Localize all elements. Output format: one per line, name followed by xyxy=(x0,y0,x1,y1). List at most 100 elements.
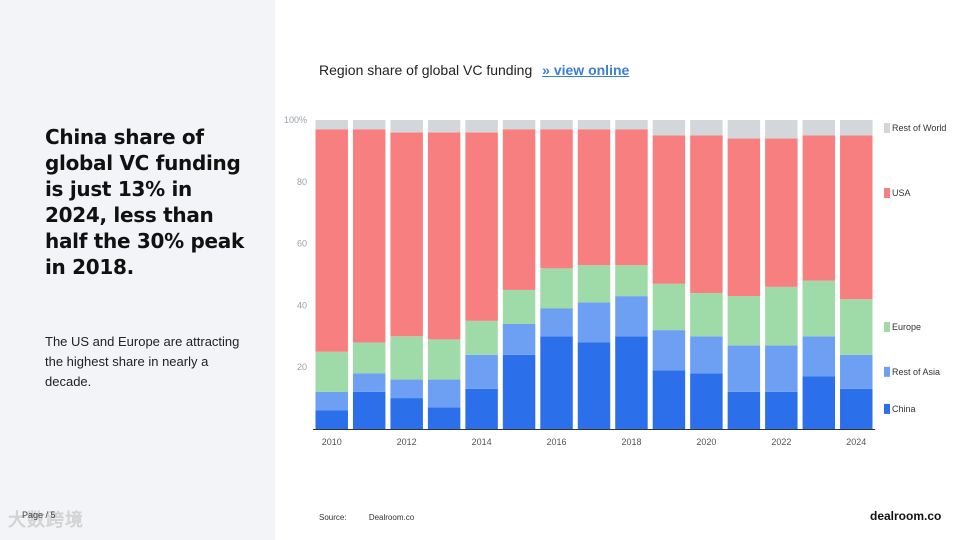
brand-logo: dealroom.co xyxy=(870,509,942,523)
source-line: Source: Dealroom.co xyxy=(319,513,414,522)
bar-segment-europe xyxy=(765,286,798,346)
bar-segment-rest-of-world xyxy=(727,120,761,139)
stacked-bar-chart: 20 40 60 80 100% 2010 2012 2014 2016 2018 2020 2022… xyxy=(284,115,946,447)
y-tick-label: 100% xyxy=(284,115,307,125)
view-online-link[interactable]: » view online xyxy=(542,62,630,78)
legend-swatch xyxy=(884,403,890,414)
legend-swatch xyxy=(884,123,890,133)
bar-segment-rest-of-world xyxy=(840,120,873,136)
subtext: The US and Europe are attracting the hig… xyxy=(45,334,240,389)
legend-label: Rest of World xyxy=(892,123,946,133)
bar-segment-europe xyxy=(615,265,648,297)
source-value: Dealroom.co xyxy=(368,513,415,522)
bar-segment-europe xyxy=(540,268,573,309)
bar-segment-europe xyxy=(577,265,611,303)
bar-segment-usa xyxy=(615,129,648,266)
bar-segment-europe xyxy=(690,293,723,337)
bar-segment-rest-of-asia xyxy=(465,354,498,389)
bar-segment-europe xyxy=(390,336,423,380)
bar-segment-usa xyxy=(390,132,423,337)
bar-segment-china xyxy=(315,410,348,429)
bar-segment-rest-of-world xyxy=(765,120,798,139)
bar-segment-usa xyxy=(315,129,348,352)
legend-swatch xyxy=(884,322,890,333)
bar-segment-rest-of-asia xyxy=(577,302,611,343)
bar-segment-rest-of-world xyxy=(390,120,423,133)
bar-segment-china xyxy=(615,336,648,429)
bar-segment-rest-of-asia xyxy=(390,379,423,399)
bar-segment-rest-of-asia xyxy=(802,336,836,377)
x-tick-label: 2024 xyxy=(846,437,866,447)
legend-label: Europe xyxy=(892,322,921,332)
legend-swatch xyxy=(884,188,890,198)
bar-segment-rest-of-asia xyxy=(502,323,536,355)
bar-segment-rest-of-world xyxy=(315,120,348,130)
bar-segment-rest-of-world xyxy=(352,120,386,130)
bar-segment-usa xyxy=(352,129,386,343)
bar-segment-europe xyxy=(352,342,386,374)
y-tick-label: 40 xyxy=(297,300,307,310)
bar-segment-china xyxy=(352,391,386,429)
bar-segment-china xyxy=(840,388,873,429)
bar-segment-rest-of-world xyxy=(502,120,536,130)
bar-segment-china xyxy=(577,342,611,429)
bar-segment-rest-of-world xyxy=(427,120,461,133)
bar-segment-china xyxy=(765,391,798,429)
x-tick-label: 2016 xyxy=(547,437,567,447)
bar-segment-china xyxy=(802,376,836,429)
bar-segment-usa xyxy=(652,135,686,284)
chart-title-text: Region share of global VC funding xyxy=(319,62,533,78)
x-tick-label: 2012 xyxy=(397,437,417,447)
headline: China share of global VC funding is just… xyxy=(45,125,244,279)
bar-segment-usa xyxy=(540,129,573,269)
bar-segment-europe xyxy=(727,296,761,346)
bar-segment-rest-of-world xyxy=(615,120,648,130)
x-tick-label: 2010 xyxy=(322,437,342,447)
bar-segment-europe xyxy=(840,299,873,355)
bar-segment-rest-of-world xyxy=(540,120,573,130)
y-tick-label: 80 xyxy=(297,177,307,187)
left-panel xyxy=(0,0,275,540)
bar-segment-rest-of-asia xyxy=(690,336,723,374)
page-number: Page / 5 xyxy=(22,510,56,520)
bar-segment-europe xyxy=(427,339,461,380)
x-tick-label: 2022 xyxy=(771,437,791,447)
bar-segment-usa xyxy=(840,135,873,300)
x-tick-label: 2020 xyxy=(696,437,716,447)
bar-segment-china xyxy=(652,370,686,429)
bar-segment-rest-of-asia xyxy=(652,330,686,371)
bar-segment-rest-of-world xyxy=(802,120,836,136)
bar-segment-usa xyxy=(577,129,611,266)
bar-segment-rest-of-asia xyxy=(840,354,873,389)
bar-segment-rest-of-asia xyxy=(727,345,761,392)
chart-title: Region share of global VC funding » view… xyxy=(319,62,629,78)
source-label: Source: xyxy=(319,513,347,522)
bar-segment-usa xyxy=(765,138,798,287)
bar-segment-rest-of-world xyxy=(577,120,611,130)
legend-swatch xyxy=(884,366,890,377)
bar-segment-europe xyxy=(502,289,536,324)
bar-segment-europe xyxy=(652,283,686,331)
bar-segment-china xyxy=(465,388,498,429)
bar-segment-usa xyxy=(802,135,836,281)
watermark: 大数跨境 xyxy=(8,510,84,530)
bar-segment-china xyxy=(390,398,423,429)
bar-segment-china xyxy=(690,373,723,429)
bar-segment-europe xyxy=(802,280,836,337)
bar-segment-rest-of-world xyxy=(465,120,498,133)
bar-segment-rest-of-world xyxy=(690,120,723,136)
bar-segment-europe xyxy=(315,351,348,392)
bar-segment-usa xyxy=(502,129,536,290)
bar-segment-rest-of-asia xyxy=(615,296,648,337)
legend-label: USA xyxy=(892,188,911,198)
bar-segment-china xyxy=(727,391,761,429)
bar-segment-usa xyxy=(727,138,761,297)
x-tick-label: 2014 xyxy=(472,437,492,447)
y-tick-label: 20 xyxy=(297,362,307,372)
bar-segment-china xyxy=(427,407,461,429)
bar-segment-usa xyxy=(465,132,498,321)
bar-segment-usa xyxy=(690,135,723,294)
x-tick-label: 2018 xyxy=(621,437,641,447)
bar-segment-china xyxy=(540,336,573,429)
bar-segment-rest-of-asia xyxy=(315,391,348,411)
